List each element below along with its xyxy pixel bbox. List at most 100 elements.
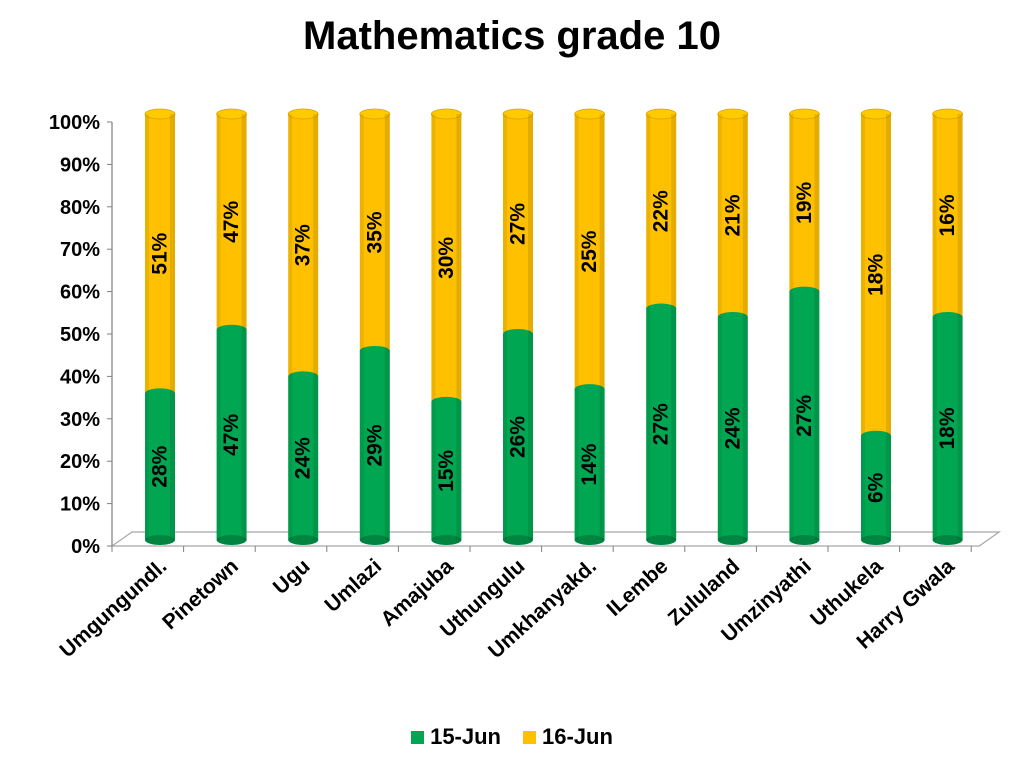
bar-segment-15-jun bbox=[431, 401, 462, 540]
bar-segment-16-jun bbox=[861, 114, 891, 436]
data-label-15-jun: 24% bbox=[292, 437, 315, 479]
data-label-16-jun: 35% bbox=[363, 211, 386, 253]
bar-base-15-jun bbox=[861, 535, 891, 545]
x-category-label: Pinetown bbox=[158, 555, 243, 635]
data-label-15-jun: 47% bbox=[220, 414, 243, 456]
bar-cap-16-jun bbox=[645, 108, 677, 120]
bar-shade bbox=[456, 114, 462, 540]
bar-segment-15-jun bbox=[646, 308, 677, 540]
bar-segment-15-jun bbox=[717, 317, 748, 540]
bar-segment-16-jun bbox=[932, 114, 963, 318]
legend-item-series-1: 15-Jun bbox=[411, 724, 501, 750]
bar-shade bbox=[814, 114, 820, 540]
bar-shade bbox=[932, 114, 937, 540]
bar-cap-15-jun bbox=[145, 388, 175, 399]
bar-segment-15-jun bbox=[359, 350, 390, 540]
data-label-15-jun: 29% bbox=[363, 424, 386, 466]
bar-shade bbox=[671, 114, 677, 540]
bar-shade bbox=[170, 114, 175, 540]
bar-cap-15-jun bbox=[717, 312, 748, 323]
bar-cap-15-jun bbox=[574, 384, 605, 395]
bar-cap-16-jun bbox=[359, 108, 391, 120]
data-label-15-jun: 18% bbox=[936, 407, 959, 449]
bar-base-15-jun bbox=[359, 535, 390, 545]
data-label-16-jun: 37% bbox=[292, 224, 315, 266]
legend-swatch-series-1 bbox=[411, 730, 425, 744]
bar-shade bbox=[384, 114, 390, 540]
data-label-15-jun: 15% bbox=[435, 450, 458, 492]
bar-cap-16-jun bbox=[932, 108, 963, 120]
bar-segment-15-jun bbox=[503, 334, 533, 540]
data-label-15-jun: 28% bbox=[149, 445, 172, 487]
bar-shade bbox=[216, 114, 221, 540]
bar-shade bbox=[717, 114, 722, 540]
y-tick-label: 90% bbox=[60, 154, 100, 176]
y-tick-label: 70% bbox=[60, 239, 100, 261]
bar-segment-15-jun bbox=[574, 389, 605, 540]
data-label-16-jun: 30% bbox=[435, 237, 458, 279]
bar-shade bbox=[599, 114, 605, 540]
bar-cap-15-jun bbox=[646, 303, 677, 314]
data-label-15-jun: 6% bbox=[865, 472, 888, 503]
bar-shade bbox=[646, 114, 651, 540]
bar-cap-16-jun bbox=[860, 108, 892, 120]
y-tick-label: 20% bbox=[60, 451, 100, 473]
data-label-16-jun: 21% bbox=[721, 194, 744, 236]
bar-segment-15-jun bbox=[288, 376, 319, 540]
bar-base-15-jun bbox=[431, 535, 462, 545]
data-label-16-jun: 51% bbox=[149, 232, 172, 274]
data-label-15-jun: 27% bbox=[793, 394, 816, 436]
bar-segment-15-jun bbox=[216, 329, 247, 540]
bar-shade bbox=[359, 114, 364, 540]
bar-cap-16-jun bbox=[717, 108, 749, 120]
bar-shade bbox=[431, 114, 436, 540]
bar-cap-16-jun bbox=[144, 108, 176, 120]
bar-base-15-jun bbox=[574, 535, 605, 545]
x-category-label: Ugu bbox=[269, 555, 315, 599]
x-category-label: ILembe bbox=[603, 555, 673, 621]
bar-segment-16-jun bbox=[789, 114, 820, 292]
bar-shade bbox=[313, 114, 319, 540]
legend-item-series-2: 16-Jun bbox=[523, 724, 613, 750]
y-tick-label: 0% bbox=[71, 536, 100, 558]
bar-segment-15-jun bbox=[789, 291, 820, 540]
bar-shade bbox=[886, 114, 891, 540]
legend-label-series-2: 16-Jun bbox=[542, 724, 613, 749]
bar-cap-15-jun bbox=[861, 430, 891, 441]
axes: 0% 10% 20% 30% 40% 50% 60% 70% 80% 90% 100% bbox=[49, 112, 1002, 558]
chart-floor bbox=[110, 531, 1002, 547]
y-tick-label: 40% bbox=[60, 366, 100, 388]
y-tick-label: 10% bbox=[60, 494, 100, 516]
data-label-16-jun: 47% bbox=[220, 201, 243, 243]
bar-base-15-jun bbox=[646, 535, 677, 545]
legend: 15-Jun 16-Jun bbox=[0, 724, 1024, 750]
bar-shade bbox=[861, 114, 865, 540]
bar-shade bbox=[528, 114, 533, 540]
bar-cap-16-jun bbox=[287, 108, 319, 120]
data-label-16-jun: 16% bbox=[936, 194, 959, 236]
bar-segment-16-jun bbox=[646, 114, 677, 309]
bar-segment-16-jun bbox=[431, 114, 462, 402]
bar-cap-15-jun bbox=[932, 312, 963, 323]
bar-shade bbox=[742, 114, 748, 540]
bar-segment-16-jun bbox=[145, 114, 175, 394]
data-label-16-jun: 27% bbox=[507, 203, 530, 245]
bar-cap-16-jun bbox=[216, 108, 248, 120]
y-tick-label: 60% bbox=[60, 282, 100, 304]
data-label-15-jun: 24% bbox=[721, 407, 744, 449]
bar-cap-15-jun bbox=[431, 396, 462, 407]
bar-shade bbox=[145, 114, 149, 540]
bar-cap-16-jun bbox=[789, 108, 820, 120]
data-label-15-jun: 27% bbox=[650, 403, 673, 445]
bar-cap-16-jun bbox=[502, 108, 534, 120]
bar-cap-15-jun bbox=[359, 345, 390, 356]
y-tick-label: 100% bbox=[49, 112, 100, 134]
chart-title: Mathematics grade 10 bbox=[303, 14, 721, 58]
bar-shade bbox=[789, 114, 794, 540]
data-label-15-jun: 14% bbox=[578, 443, 601, 485]
bar-base-15-jun bbox=[932, 535, 963, 545]
y-tick-label: 80% bbox=[60, 197, 100, 219]
bar-segment-15-jun bbox=[932, 317, 963, 540]
bar-cap-16-jun bbox=[574, 108, 605, 120]
